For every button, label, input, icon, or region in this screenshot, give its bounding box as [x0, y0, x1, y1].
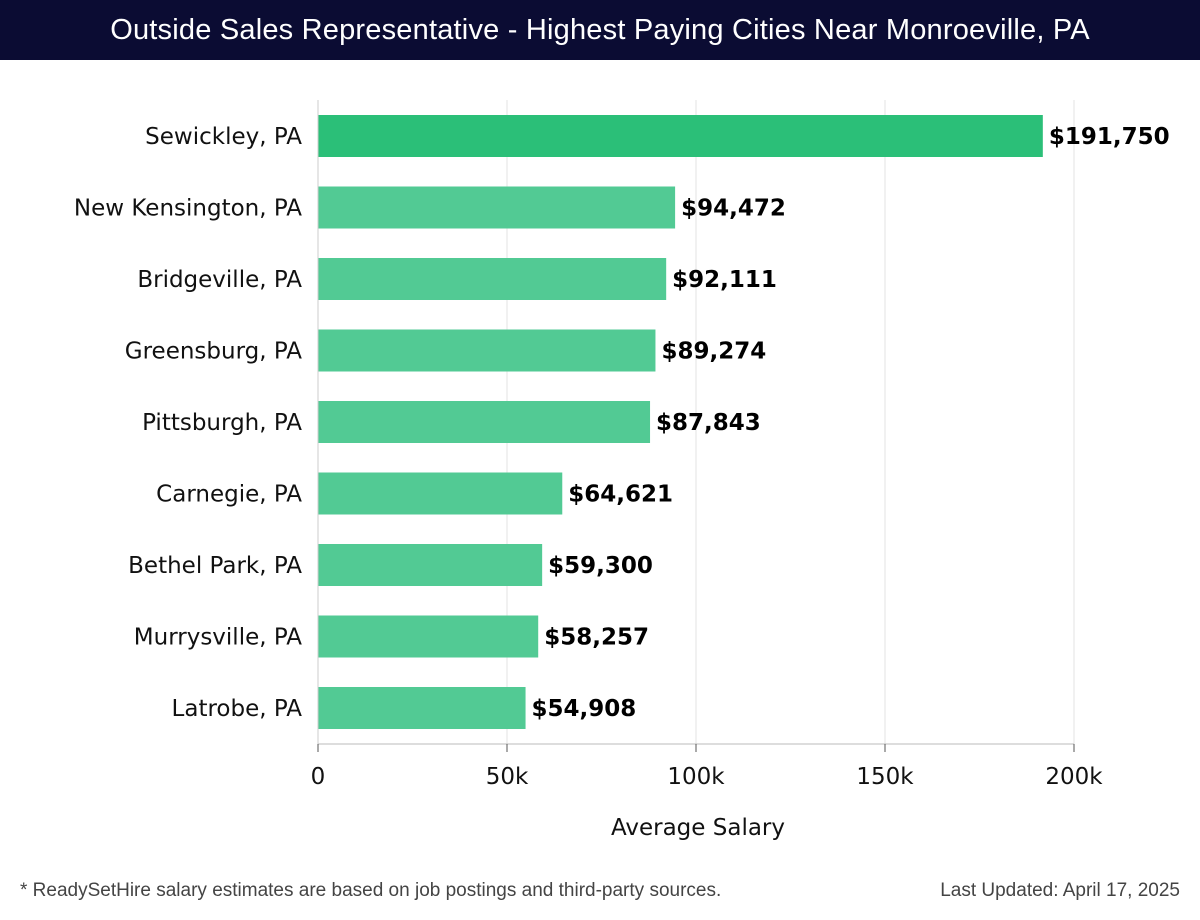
x-axis: 0 50k 100k 150k 200k: [311, 100, 1103, 790]
x-tick-label: 50k: [486, 764, 529, 790]
category-label: New Kensington, PA: [74, 196, 302, 222]
category-label: Pittsburgh, PA: [142, 410, 302, 436]
data-label: $92,111: [672, 267, 777, 293]
bar-chart: Sewickley, PA New Kensington, PA Bridgevil…: [74, 100, 1170, 841]
bar: [318, 329, 656, 372]
last-updated: Last Updated: April 17, 2025: [940, 880, 1180, 901]
bar: [318, 472, 563, 515]
data-label: $89,274: [661, 339, 766, 365]
bar: [318, 186, 676, 229]
category-label: Sewickley, PA: [145, 124, 302, 150]
data-label: $59,300: [548, 553, 653, 579]
category-label: Bethel Park, PA: [128, 553, 302, 579]
bar: [318, 687, 526, 729]
x-axis-label: Average Salary: [611, 815, 785, 841]
bars: [318, 115, 1043, 729]
bar: [318, 115, 1043, 157]
data-label: $64,621: [568, 482, 673, 508]
x-tick-label: 0: [311, 764, 326, 790]
data-label: $87,843: [656, 410, 761, 436]
x-tick-label: 200k: [1045, 764, 1103, 790]
value-labels: $191,750 $94,472 $92,111 $89,274 $87,843 $64,…: [532, 124, 1170, 722]
data-label: $191,750: [1049, 124, 1170, 150]
data-label: $58,257: [544, 625, 649, 651]
bar: [318, 544, 543, 586]
category-label: Latrobe, PA: [172, 696, 303, 722]
data-label: $94,472: [681, 196, 786, 222]
data-label: $54,908: [532, 696, 637, 722]
category-label: Murrysville, PA: [134, 625, 302, 651]
category-label: Greensburg, PA: [125, 339, 302, 365]
footnote: * ReadySetHire salary estimates are base…: [20, 880, 722, 901]
bar: [318, 258, 667, 300]
category-label: Bridgeville, PA: [137, 267, 302, 293]
chart-title: Outside Sales Representative - Highest P…: [0, 0, 1200, 60]
category-label: Carnegie, PA: [156, 482, 302, 508]
bar: [318, 401, 651, 443]
bar: [318, 615, 539, 658]
x-tick-label: 100k: [667, 764, 725, 790]
category-labels: Sewickley, PA New Kensington, PA Bridgevil…: [74, 124, 302, 722]
x-tick-label: 150k: [856, 764, 914, 790]
